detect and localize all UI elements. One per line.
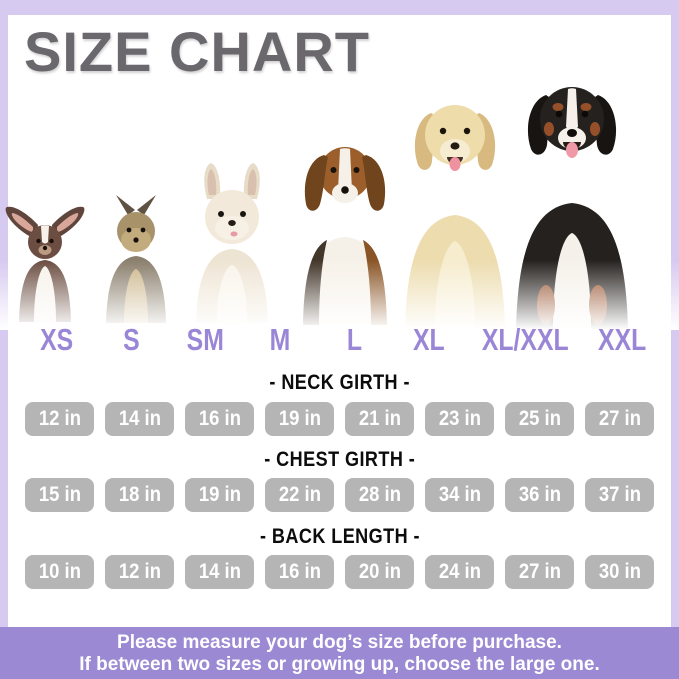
back-length-value-xxl: 30 in	[585, 555, 654, 589]
measure-note-line1: Please measure your dog’s size before pu…	[117, 632, 562, 653]
bottom-fade-overlay	[0, 260, 679, 330]
size-label-xl-xxl: XL/XXL	[482, 322, 569, 357]
back-length-value-s: 12 in	[105, 555, 174, 589]
neck-girth-header: - NECK GIRTH -	[269, 371, 410, 394]
neck-girth-value-xl: 23 in	[425, 402, 494, 436]
measure-note-banner: Please measure your dog’s size before pu…	[0, 627, 679, 679]
chest-girth-value-xl: 34 in	[425, 478, 494, 512]
chest-girth-value-sm: 19 in	[185, 478, 254, 512]
neck-girth-value-xs: 12 in	[25, 402, 94, 436]
chest-girth-value-xs: 15 in	[25, 478, 94, 512]
neck-girth-row: 12 in 14 in 16 in 19 in 21 in 23 in 25 i…	[25, 402, 654, 436]
neck-girth-value-l: 21 in	[345, 402, 414, 436]
top-accent-bar	[0, 0, 679, 15]
size-label-row: XS S SM M L XL XL/XXL XXL	[25, 324, 654, 355]
chest-girth-value-m: 22 in	[265, 478, 334, 512]
neck-girth-value-xxl: 27 in	[585, 402, 654, 436]
chest-girth-value-s: 18 in	[105, 478, 174, 512]
chest-girth-value-l: 28 in	[345, 478, 414, 512]
neck-girth-value-m: 19 in	[265, 402, 334, 436]
chest-girth-row: 15 in 18 in 19 in 22 in 28 in 34 in 36 i…	[25, 478, 654, 512]
neck-girth-value-s: 14 in	[105, 402, 174, 436]
chest-girth-value-xxl: 37 in	[585, 478, 654, 512]
back-length-value-xs: 10 in	[25, 555, 94, 589]
back-length-header: - BACK LENGTH -	[259, 525, 420, 548]
size-label-s: S	[122, 322, 140, 357]
size-label-sm: SM	[186, 322, 224, 357]
neck-girth-value-xl-xxl: 25 in	[505, 402, 574, 436]
measure-note-line2: If between two sizes or growing up, choo…	[79, 654, 600, 675]
size-label-xs: XS	[40, 322, 74, 357]
chest-girth-value-xl-xxl: 36 in	[505, 478, 574, 512]
back-length-row: 10 in 12 in 14 in 16 in 20 in 24 in 27 i…	[25, 555, 654, 589]
back-length-value-xl: 24 in	[425, 555, 494, 589]
size-label-m: M	[269, 322, 291, 357]
neck-girth-value-sm: 16 in	[185, 402, 254, 436]
back-length-value-l: 20 in	[345, 555, 414, 589]
size-label-xl: XL	[412, 322, 445, 357]
back-length-value-xl-xxl: 27 in	[505, 555, 574, 589]
back-length-value-sm: 14 in	[185, 555, 254, 589]
back-length-value-m: 16 in	[265, 555, 334, 589]
size-label-l: L	[346, 322, 362, 357]
dog-lineup-illustration	[0, 87, 679, 330]
page-title: SIZE CHART	[24, 20, 370, 83]
chest-girth-header: - CHEST GIRTH -	[264, 448, 415, 471]
size-label-xxl: XXL	[598, 322, 647, 357]
